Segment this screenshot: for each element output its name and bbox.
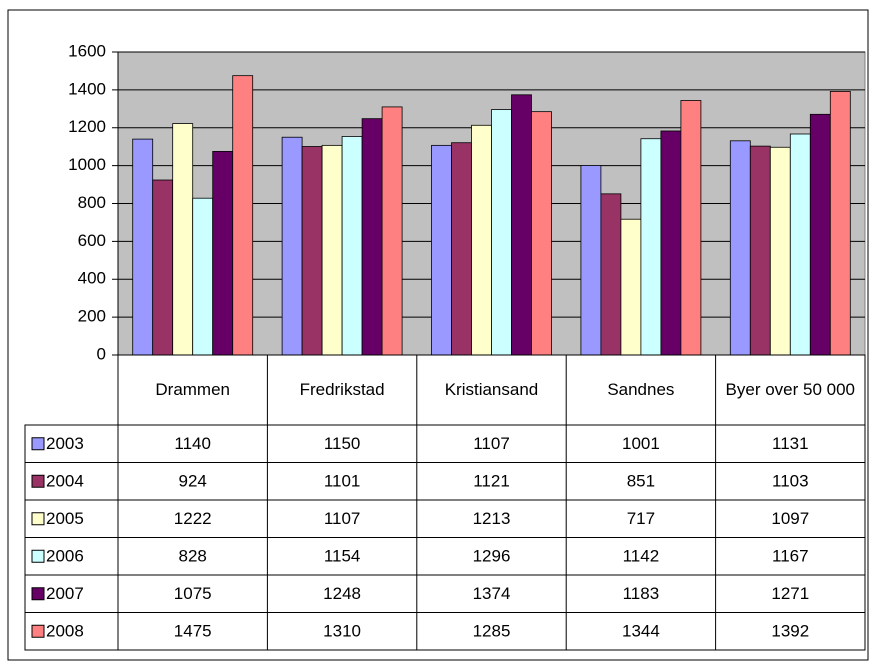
bar [640,138,662,356]
table-value: 1140 [174,434,211,453]
y-tick-label: 0 [97,344,106,363]
legend-label: 2006 [46,547,84,566]
bar [192,197,214,356]
table-value: 1183 [623,584,660,603]
table-value: 1131 [772,434,809,453]
table-value: 1392 [771,622,809,641]
x-tick-label: Fredrikstad [299,380,385,400]
legend-key [31,549,45,563]
y-tick-label: 400 [78,269,106,288]
table-value: 1310 [323,622,361,641]
table-value: 1075 [174,584,212,603]
table-value: 1150 [324,434,361,453]
legend-label: 2003 [46,434,84,453]
bar [152,179,174,356]
legend-key [31,587,45,601]
legend-key [31,512,45,526]
y-tick-label: 1400 [68,79,106,98]
y-tick-label: 1200 [68,117,106,136]
bar [132,138,154,356]
table-value: 1103 [772,472,809,491]
legend-label: 2004 [46,472,84,491]
bar [431,144,452,356]
y-tick-label: 1600 [68,41,106,60]
bar [212,151,234,356]
x-tick-label-box: Sandnes [607,380,675,400]
table-value: 1001 [622,434,660,453]
bar [281,136,303,356]
table-value: 1285 [473,622,511,641]
bar [531,111,552,356]
table-value: 1154 [324,547,361,566]
table-value: 717 [627,509,655,528]
x-tick-label: Sandnes [607,380,675,400]
table-value: 1475 [174,622,212,641]
table-value: 1248 [323,584,361,603]
table-value: 1296 [473,547,511,566]
table-value: 1101 [324,472,361,491]
bar [729,140,751,356]
table-value: 1213 [473,509,511,528]
table-value: 1097 [771,509,809,528]
table-value: 1344 [622,622,660,641]
bar [511,94,532,356]
table-value: 1142 [623,547,660,566]
legend-key [31,437,45,451]
bar [660,130,682,356]
bar [749,145,771,356]
x-tick-label: Byer over 50 000 [725,380,856,400]
bar [471,124,492,356]
bar [451,142,472,356]
bar [341,136,363,356]
bar [809,113,831,356]
table-value: 924 [179,472,207,491]
legend-label: 2008 [46,622,84,641]
x-tick-label: Drammen [155,380,230,400]
legend-key [31,624,45,638]
table-value: 1271 [771,584,809,603]
x-tick-label-box: Kristiansand [444,380,539,400]
bar [491,109,512,356]
table-value: 1222 [174,509,212,528]
y-tick-label: 200 [78,307,106,326]
table-value: 1107 [324,509,361,528]
bar [232,75,254,356]
table-value: 851 [627,472,655,491]
x-tick-label-box: Byer over 50 000 [725,380,856,400]
y-tick-label: 800 [78,193,106,212]
table-value: 828 [179,547,207,566]
bar [381,106,403,356]
legend-label: 2005 [46,509,84,528]
legend-label: 2007 [46,584,84,603]
bar [769,146,791,356]
bar [620,218,642,356]
y-tick-label: 1000 [68,155,106,174]
bar [321,144,343,356]
y-tick-label: 600 [78,231,106,250]
bar [829,90,851,356]
bar [789,133,811,356]
bar [172,123,194,356]
table-value: 1107 [473,434,510,453]
bar [600,193,622,356]
bar [580,165,602,356]
x-tick-label: Kristiansand [444,380,539,400]
x-tick-label-box: Drammen [155,380,230,400]
table-value: 1374 [473,584,511,603]
bar [680,100,702,356]
bar [361,118,383,356]
table-value: 1121 [473,472,510,491]
table-value: 1167 [772,547,809,566]
legend-key [31,474,45,488]
x-tick-label-box: Fredrikstad [299,380,385,400]
bar [301,146,323,356]
